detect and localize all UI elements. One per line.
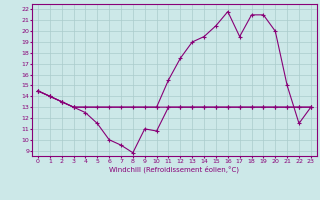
X-axis label: Windchill (Refroidissement éolien,°C): Windchill (Refroidissement éolien,°C) bbox=[109, 165, 239, 173]
